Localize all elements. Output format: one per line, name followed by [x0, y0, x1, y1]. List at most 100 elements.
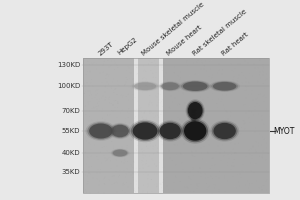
Point: [255, 78, 260, 81]
Point: [264, 123, 268, 126]
Point: [154, 185, 159, 188]
Point: [175, 103, 180, 107]
Point: [98, 108, 103, 111]
Point: [165, 134, 170, 138]
Point: [242, 59, 247, 63]
Point: [165, 183, 170, 187]
Point: [82, 84, 87, 88]
Point: [103, 128, 108, 131]
Point: [210, 73, 215, 77]
Point: [120, 109, 124, 112]
Point: [82, 95, 86, 98]
Point: [146, 173, 151, 177]
Point: [196, 63, 201, 66]
Point: [152, 116, 156, 119]
Point: [235, 73, 239, 76]
Point: [193, 73, 198, 76]
Point: [243, 184, 248, 187]
Point: [125, 160, 130, 163]
Point: [169, 66, 174, 69]
Point: [138, 106, 143, 109]
Point: [160, 98, 165, 101]
Point: [168, 189, 173, 192]
Point: [107, 73, 112, 76]
Point: [204, 121, 209, 124]
Point: [194, 122, 199, 125]
Point: [260, 155, 264, 158]
Point: [84, 135, 88, 138]
Point: [183, 61, 188, 64]
Ellipse shape: [161, 82, 179, 90]
Point: [264, 141, 269, 145]
Point: [84, 139, 89, 143]
Point: [172, 71, 176, 74]
Ellipse shape: [209, 81, 240, 92]
Point: [115, 190, 120, 194]
Point: [112, 125, 116, 129]
Point: [173, 187, 178, 191]
Point: [198, 172, 203, 175]
Point: [239, 61, 244, 64]
Point: [178, 154, 183, 158]
Point: [263, 138, 268, 141]
Point: [158, 113, 163, 116]
Point: [121, 143, 126, 146]
Point: [169, 84, 174, 88]
Point: [126, 93, 130, 96]
Point: [104, 159, 109, 162]
Point: [228, 168, 233, 171]
Point: [217, 132, 222, 136]
Point: [194, 132, 198, 135]
Ellipse shape: [132, 82, 158, 91]
Point: [232, 85, 236, 88]
Point: [107, 96, 112, 99]
Point: [150, 121, 155, 125]
Point: [229, 148, 234, 152]
Point: [248, 191, 253, 194]
Point: [94, 92, 99, 96]
Point: [193, 116, 198, 119]
Point: [241, 145, 246, 148]
Point: [217, 188, 221, 191]
Point: [246, 82, 251, 85]
Point: [260, 70, 265, 73]
Point: [251, 99, 256, 102]
Point: [190, 95, 194, 98]
Point: [260, 61, 265, 65]
Point: [106, 87, 111, 90]
Point: [106, 129, 110, 132]
Point: [146, 93, 150, 97]
Point: [255, 189, 260, 192]
Point: [84, 73, 89, 76]
Point: [210, 157, 214, 160]
Point: [112, 174, 117, 177]
Point: [244, 131, 249, 134]
Point: [234, 128, 239, 131]
Point: [233, 80, 238, 83]
Point: [196, 118, 201, 121]
Point: [189, 149, 194, 153]
Point: [222, 154, 226, 157]
Point: [115, 83, 120, 86]
Point: [97, 109, 102, 112]
Point: [124, 76, 129, 79]
Point: [224, 180, 229, 184]
Point: [88, 72, 92, 76]
Point: [264, 188, 269, 192]
Point: [190, 154, 195, 158]
Point: [206, 176, 210, 179]
Point: [155, 105, 160, 108]
Point: [247, 190, 252, 193]
Point: [192, 145, 197, 148]
Point: [124, 172, 128, 175]
Point: [114, 64, 119, 67]
Point: [184, 133, 188, 137]
Point: [141, 189, 146, 192]
Point: [162, 60, 167, 64]
Point: [212, 137, 217, 140]
Point: [112, 109, 117, 112]
Point: [216, 131, 221, 134]
Point: [261, 184, 266, 187]
Point: [133, 124, 138, 128]
Point: [123, 175, 128, 179]
